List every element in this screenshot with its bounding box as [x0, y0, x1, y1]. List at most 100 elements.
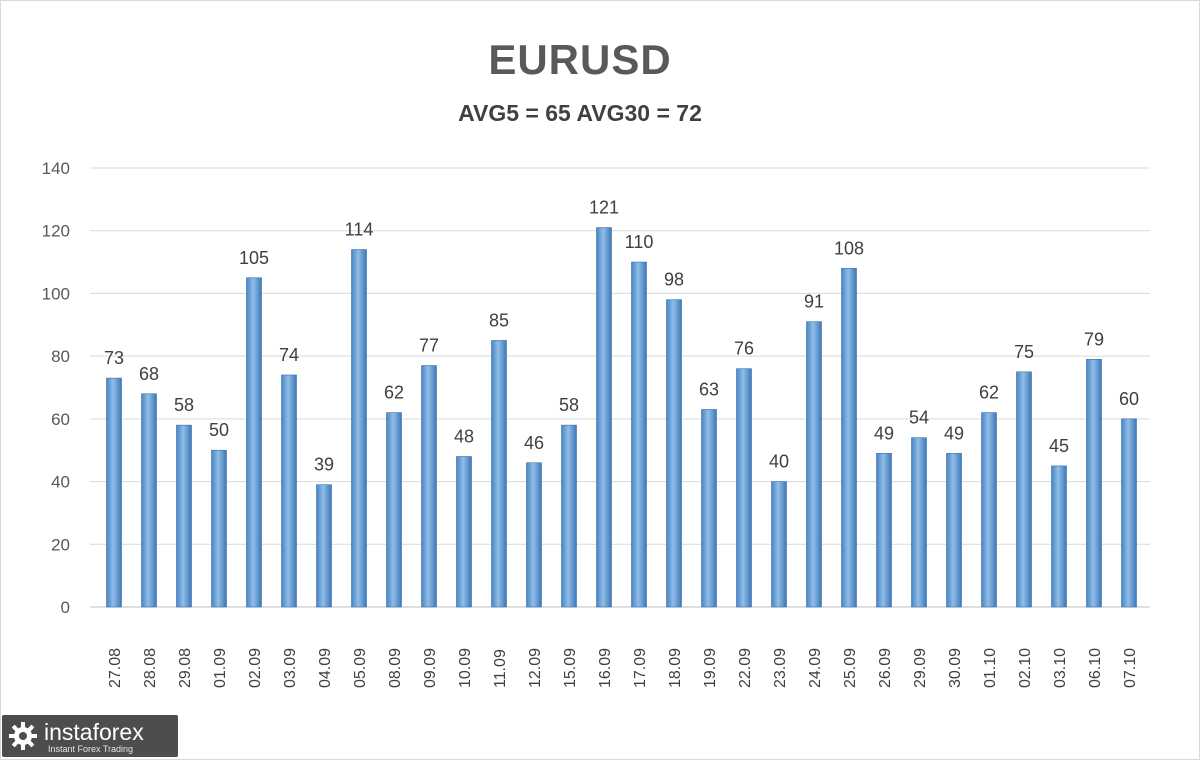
x-tick-label: 23.09 — [772, 648, 789, 688]
data-label: 49 — [944, 423, 964, 443]
x-tick-label: 07.10 — [1122, 648, 1139, 688]
bar — [491, 340, 507, 608]
data-label: 73 — [104, 348, 124, 368]
data-label: 62 — [384, 383, 404, 403]
bar — [841, 268, 857, 608]
data-label: 121 — [589, 198, 619, 218]
logo-name: instaforex — [44, 719, 144, 745]
data-label: 54 — [909, 408, 929, 428]
bar — [141, 393, 157, 608]
bar — [316, 484, 332, 608]
x-tick-label: 19.09 — [702, 648, 719, 688]
x-tick-label: 09.09 — [422, 648, 439, 688]
bar — [631, 261, 647, 608]
y-tick-label: 20 — [51, 535, 70, 554]
x-tick-label: 30.09 — [947, 648, 964, 688]
bar — [211, 449, 227, 608]
chart-subtitle: AVG5 = 65 AVG30 = 72 — [458, 100, 702, 126]
bar — [386, 412, 402, 608]
data-label: 114 — [345, 220, 374, 240]
data-label: 110 — [625, 232, 654, 252]
data-labels: 73 68 58 50 105 74 39 114 62 77 48 85 46 58 121 110 98 63… — [104, 198, 1139, 475]
data-label: 98 — [664, 270, 684, 290]
bar — [1121, 418, 1137, 608]
x-tick-label: 02.09 — [247, 648, 264, 688]
bar — [771, 481, 787, 608]
data-label: 68 — [139, 364, 159, 384]
instaforex-logo: instaforex Instant Forex Trading — [2, 715, 178, 757]
x-tick-label: 17.09 — [632, 648, 649, 688]
data-label: 48 — [454, 426, 474, 446]
x-tick-label: 04.09 — [317, 648, 334, 688]
bar — [421, 365, 437, 608]
y-tick-label: 0 — [61, 598, 70, 617]
data-label: 49 — [874, 423, 894, 443]
data-label: 85 — [489, 310, 509, 330]
y-tick-label: 80 — [51, 347, 70, 366]
y-axis-tick-labels: 0 20 40 60 80 100 120 140 — [42, 159, 70, 617]
bar — [911, 437, 927, 608]
bar — [946, 453, 962, 608]
bar — [701, 409, 717, 608]
x-tick-label: 25.09 — [842, 648, 859, 688]
bar — [736, 368, 752, 608]
bar — [456, 456, 472, 608]
x-tick-label: 05.09 — [352, 648, 369, 688]
data-label: 105 — [239, 248, 269, 268]
data-label: 75 — [1014, 342, 1034, 362]
data-label: 58 — [174, 395, 194, 415]
bar — [1016, 371, 1032, 608]
bar — [1086, 358, 1102, 608]
x-axis-tick-labels: 27.08 28.08 29.08 01.09 02.09 03.09 04.09 05.09… — [107, 648, 1139, 688]
x-tick-label: 03.10 — [1052, 648, 1069, 688]
chart-title: EURUSD — [488, 36, 672, 83]
x-tick-label: 27.08 — [107, 648, 124, 688]
x-tick-label: 29.09 — [912, 648, 929, 688]
gear-icon — [9, 722, 37, 750]
y-tick-label: 120 — [42, 222, 70, 241]
bar — [351, 249, 367, 608]
x-tick-label: 08.09 — [387, 648, 404, 688]
bar — [596, 227, 612, 608]
data-label: 79 — [1084, 329, 1104, 349]
bar — [526, 462, 542, 608]
bar — [176, 424, 192, 608]
x-tick-label: 12.09 — [527, 648, 544, 688]
data-label: 45 — [1049, 436, 1069, 456]
x-tick-label: 01.10 — [982, 648, 999, 688]
data-label: 60 — [1119, 389, 1139, 409]
bar — [1051, 465, 1067, 608]
data-label: 74 — [279, 345, 299, 365]
bars — [106, 227, 1137, 608]
data-label: 91 — [804, 292, 824, 312]
bar — [281, 374, 297, 608]
y-tick-label: 40 — [51, 473, 70, 492]
data-label: 50 — [209, 420, 229, 440]
logo-tagline: Instant Forex Trading — [48, 744, 134, 754]
bar — [561, 424, 577, 608]
bar — [981, 412, 997, 608]
x-tick-label: 22.09 — [737, 648, 754, 688]
x-tick-label: 18.09 — [667, 648, 684, 688]
data-label: 62 — [979, 383, 999, 403]
data-label: 108 — [834, 238, 864, 258]
data-label: 58 — [559, 395, 579, 415]
bar — [876, 453, 892, 608]
y-tick-label: 100 — [42, 284, 70, 303]
x-tick-label: 26.09 — [877, 648, 894, 688]
x-tick-label: 01.09 — [212, 648, 229, 688]
data-label: 63 — [699, 379, 719, 399]
bar — [106, 377, 122, 608]
bar — [806, 321, 822, 608]
gridlines — [90, 167, 1150, 608]
x-tick-label: 29.08 — [177, 648, 194, 688]
bar — [246, 277, 262, 608]
y-tick-label: 140 — [42, 159, 70, 178]
data-label: 76 — [734, 339, 754, 359]
x-tick-label: 10.09 — [457, 648, 474, 688]
x-tick-label: 06.10 — [1087, 648, 1104, 688]
x-tick-label: 15.09 — [562, 648, 579, 688]
x-tick-label: 16.09 — [597, 648, 614, 688]
bar — [666, 299, 682, 608]
